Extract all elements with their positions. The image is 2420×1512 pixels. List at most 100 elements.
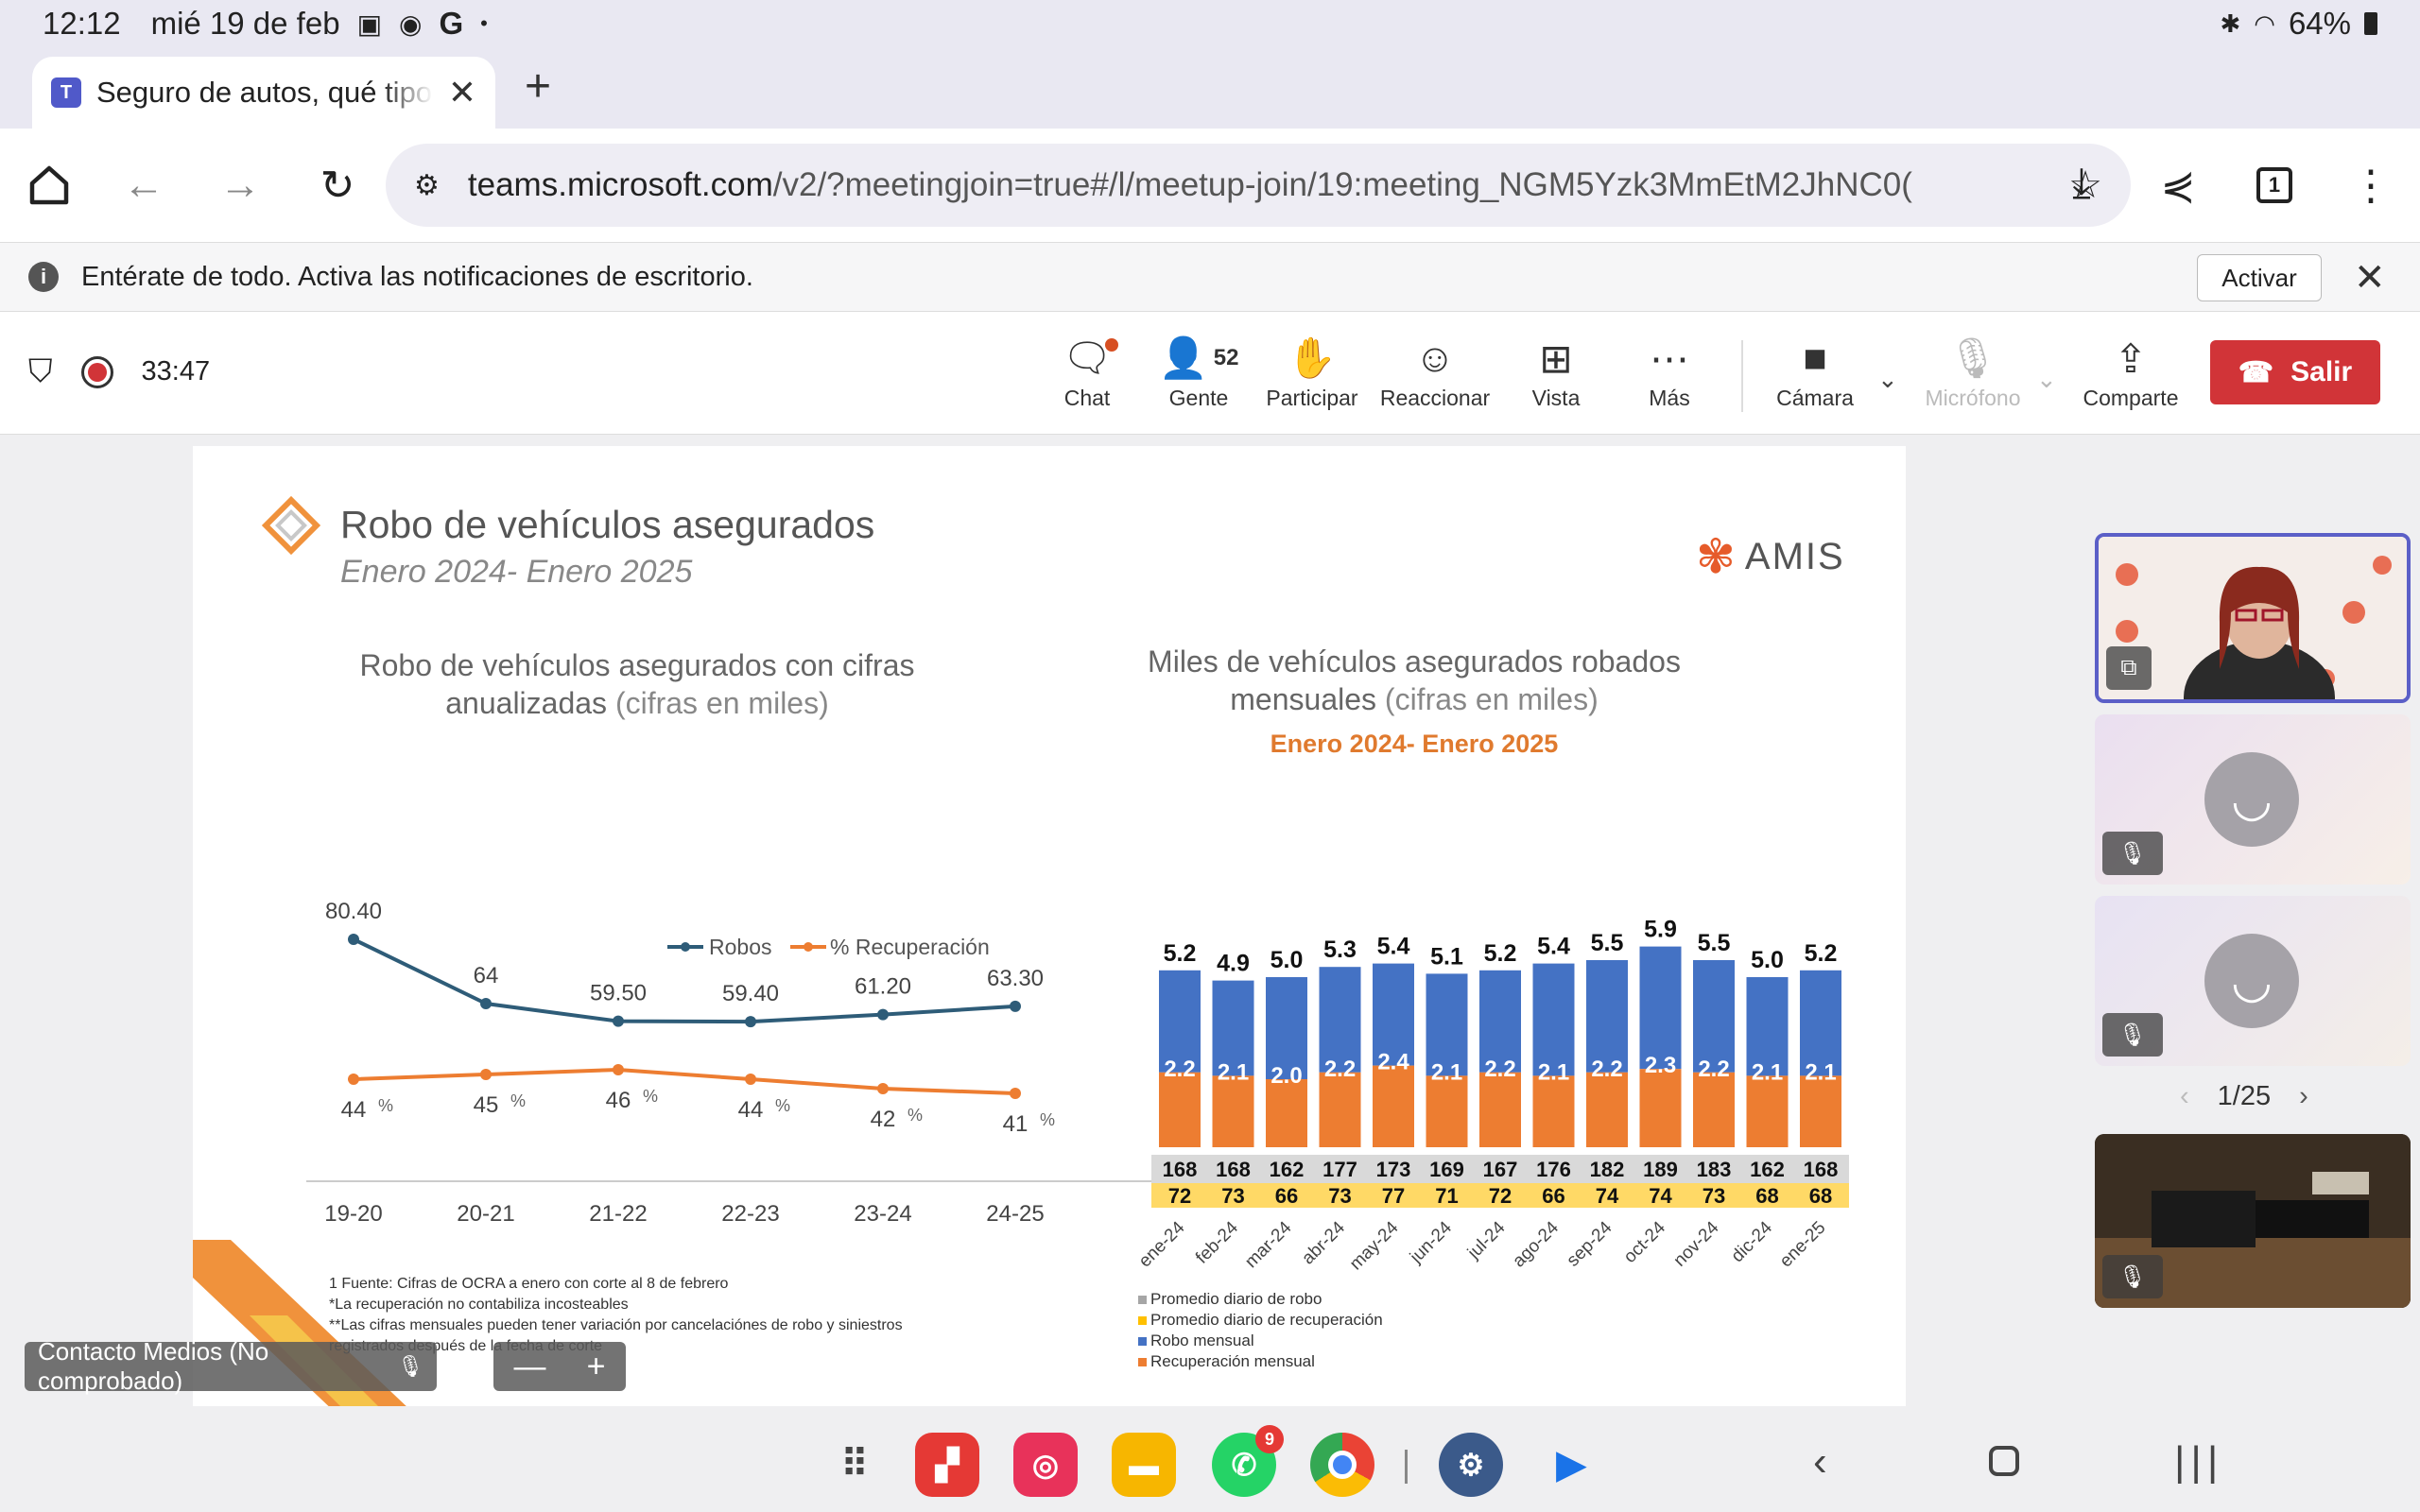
annualized-line-chart: Robos % Recuperación 19-20 20-21 21-22 22-23 2… xyxy=(306,899,1242,1227)
daily-recovery-value: 73 xyxy=(1221,1184,1244,1208)
pager-prev-icon[interactable]: ‹ xyxy=(2180,1081,2189,1111)
robos-point xyxy=(348,934,359,945)
rec-line xyxy=(353,1067,1016,1095)
view-button[interactable]: ⊞ Vista xyxy=(1499,331,1613,425)
camera-button[interactable]: ■ Cámara xyxy=(1758,331,1872,425)
chat-button[interactable]: 🗨 Chat xyxy=(1030,331,1144,425)
mic-off-icon: 🎙 xyxy=(1947,335,1998,380)
bar-recovery-label: 2.1 xyxy=(1538,1059,1569,1085)
daily-theft-value: 183 xyxy=(1697,1158,1732,1181)
right-chart-subtitle: Enero 2024- Enero 2025 xyxy=(1270,730,1559,758)
robos-data-label: 80.40 xyxy=(325,899,382,924)
pager-next-icon[interactable]: › xyxy=(2299,1081,2308,1111)
x-tick-label: 20-21 xyxy=(457,1201,514,1227)
notification-close-icon[interactable]: ✕ xyxy=(2354,257,2386,299)
more-button[interactable]: ⋯ Más xyxy=(1613,331,1726,425)
rec-point xyxy=(480,1069,492,1080)
daily-recovery-value: 68 xyxy=(1755,1184,1778,1208)
battery-level: 64% xyxy=(2288,6,2351,41)
mic-muted-icon: 🎙 xyxy=(2102,1013,2163,1057)
google-icon: G xyxy=(439,6,464,41)
bar-recovery-label: 2.1 xyxy=(1805,1059,1836,1085)
share-icon[interactable]: ⋞ xyxy=(2160,162,2196,209)
participant-tile-speaker[interactable]: ⧉ xyxy=(2095,533,2411,703)
bar-total-label: 5.5 xyxy=(1698,930,1731,956)
x-tick-label: ago-24 xyxy=(1509,1217,1563,1271)
back-icon[interactable]: ← xyxy=(123,162,164,208)
forward-icon[interactable]: → xyxy=(219,162,261,208)
x-tick-label: dic-24 xyxy=(1728,1217,1777,1266)
legend-label: Promedio diario de recuperación xyxy=(1150,1311,1383,1329)
zoom-out-button[interactable]: — xyxy=(513,1348,546,1384)
mic-label: Micrófono xyxy=(1925,386,2021,410)
download-icon[interactable]: ⤓ xyxy=(2072,160,2091,206)
camera-options-chevron-icon[interactable]: ⌄ xyxy=(1877,365,1898,393)
people-icon: 👤 52 xyxy=(1158,335,1239,380)
play-store-app-icon[interactable]: ▶ xyxy=(1556,1444,1586,1486)
participant-tile[interactable]: ◡ 🎙 xyxy=(2095,714,2411,885)
x-tick-label: mar-24 xyxy=(1241,1217,1296,1272)
flipboard-app-icon[interactable]: ▞ xyxy=(915,1433,979,1497)
bookmark-star-icon[interactable]: ☆ xyxy=(2068,164,2102,206)
bar-recuperacion-mensual xyxy=(1212,1075,1254,1147)
bar-total-label: 5.9 xyxy=(1644,917,1677,943)
nav-recents-icon[interactable]: ||| xyxy=(2174,1438,2224,1485)
bar-recovery-label: 2.1 xyxy=(1431,1059,1462,1085)
participant-tile[interactable]: ◡ 🎙 xyxy=(2095,896,2411,1066)
daily-theft-value: 168 xyxy=(1804,1158,1839,1181)
menu-kebab-icon[interactable]: ⋮ xyxy=(2350,162,2392,209)
bar-robo-mensual xyxy=(1266,977,1307,1079)
tab-close-icon[interactable]: ✕ xyxy=(447,73,476,112)
robos-data-label: 61.20 xyxy=(855,974,911,1000)
address-bar[interactable]: ⚙ teams.microsoft.com/v2/?meetingjoin=tr… xyxy=(386,144,2131,227)
camera-app-icon[interactable]: ◎ xyxy=(1013,1433,1078,1497)
whatsapp-icon: ◉ xyxy=(399,9,423,39)
react-label: Reaccionar xyxy=(1379,386,1491,410)
more-dot-icon: • xyxy=(480,11,488,35)
left-chart-title-main: Robo de vehículos asegurados con cifras … xyxy=(359,648,915,720)
whatsapp-app-icon[interactable]: ✆ 9 xyxy=(1212,1425,1284,1497)
url-text[interactable]: teams.microsoft.com/v2/?meetingjoin=true… xyxy=(468,166,2049,204)
x-tick-label: abr-24 xyxy=(1298,1217,1349,1268)
nav-back-icon[interactable]: ‹ xyxy=(1813,1438,1827,1485)
rec-point xyxy=(877,1083,889,1094)
leave-button[interactable]: ☎ Salir xyxy=(2210,340,2380,404)
people-button[interactable]: 👤 52 Gente xyxy=(1142,331,1255,425)
react-button[interactable]: ☺ Reaccionar xyxy=(1378,331,1492,425)
mic-button[interactable]: 🎙 Micrófono xyxy=(1916,331,2030,425)
teams-favicon-icon: T xyxy=(51,77,81,108)
tab-count-icon[interactable]: 1 xyxy=(2244,155,2305,215)
bar-recovery-label: 2.1 xyxy=(1218,1059,1249,1085)
participant-tile-video[interactable]: 🎙 xyxy=(2095,1134,2411,1308)
bar-recuperacion-mensual xyxy=(1426,1075,1468,1147)
files-app-icon[interactable]: ▬ xyxy=(1112,1433,1176,1497)
raise-hand-button[interactable]: ✋ Participar xyxy=(1255,331,1369,425)
app-drawer-icon[interactable]: ⠿ xyxy=(840,1444,869,1486)
new-tab-button[interactable]: + xyxy=(525,61,552,112)
chrome-app-icon[interactable] xyxy=(1310,1433,1374,1497)
browser-tab[interactable]: T Seguro de autos, qué tipo de ✕ xyxy=(32,57,495,129)
bar-total-label: 5.2 xyxy=(1484,940,1517,967)
robos-point xyxy=(480,998,492,1009)
bar-total-label: 5.5 xyxy=(1591,930,1624,956)
nav-home-icon[interactable] xyxy=(1989,1446,2019,1476)
robos-point xyxy=(1010,1000,1021,1012)
bar-robo-mensual xyxy=(1479,970,1521,1073)
share-screen-button[interactable]: ⇪ Comparte xyxy=(2074,331,2187,425)
mic-options-chevron-icon[interactable]: ⌄ xyxy=(2036,365,2057,393)
settings-app-icon[interactable]: ⚙ xyxy=(1439,1433,1503,1497)
zoom-in-button[interactable]: + xyxy=(586,1348,606,1384)
activate-button[interactable]: Activar xyxy=(2197,254,2322,301)
daily-recovery-value: 68 xyxy=(1809,1184,1832,1208)
site-settings-icon[interactable]: ⚙ xyxy=(414,169,440,201)
rec-point xyxy=(1010,1088,1021,1099)
rec-percent-sign: % xyxy=(378,1096,393,1115)
bar-robo-mensual xyxy=(1212,980,1254,1076)
rec-data-label: 46 xyxy=(606,1088,631,1113)
x-tick-label: 19-20 xyxy=(324,1201,382,1227)
home-icon[interactable] xyxy=(19,155,79,215)
reload-icon[interactable]: ↻ xyxy=(320,162,355,209)
bar-robo-mensual xyxy=(1800,970,1841,1076)
android-taskbar: ⠿ ▞ ◎ ▬ ✆ 9 ⚙ ▶ ‹ ||| xyxy=(0,1418,2420,1512)
robos-line xyxy=(353,937,1016,1024)
